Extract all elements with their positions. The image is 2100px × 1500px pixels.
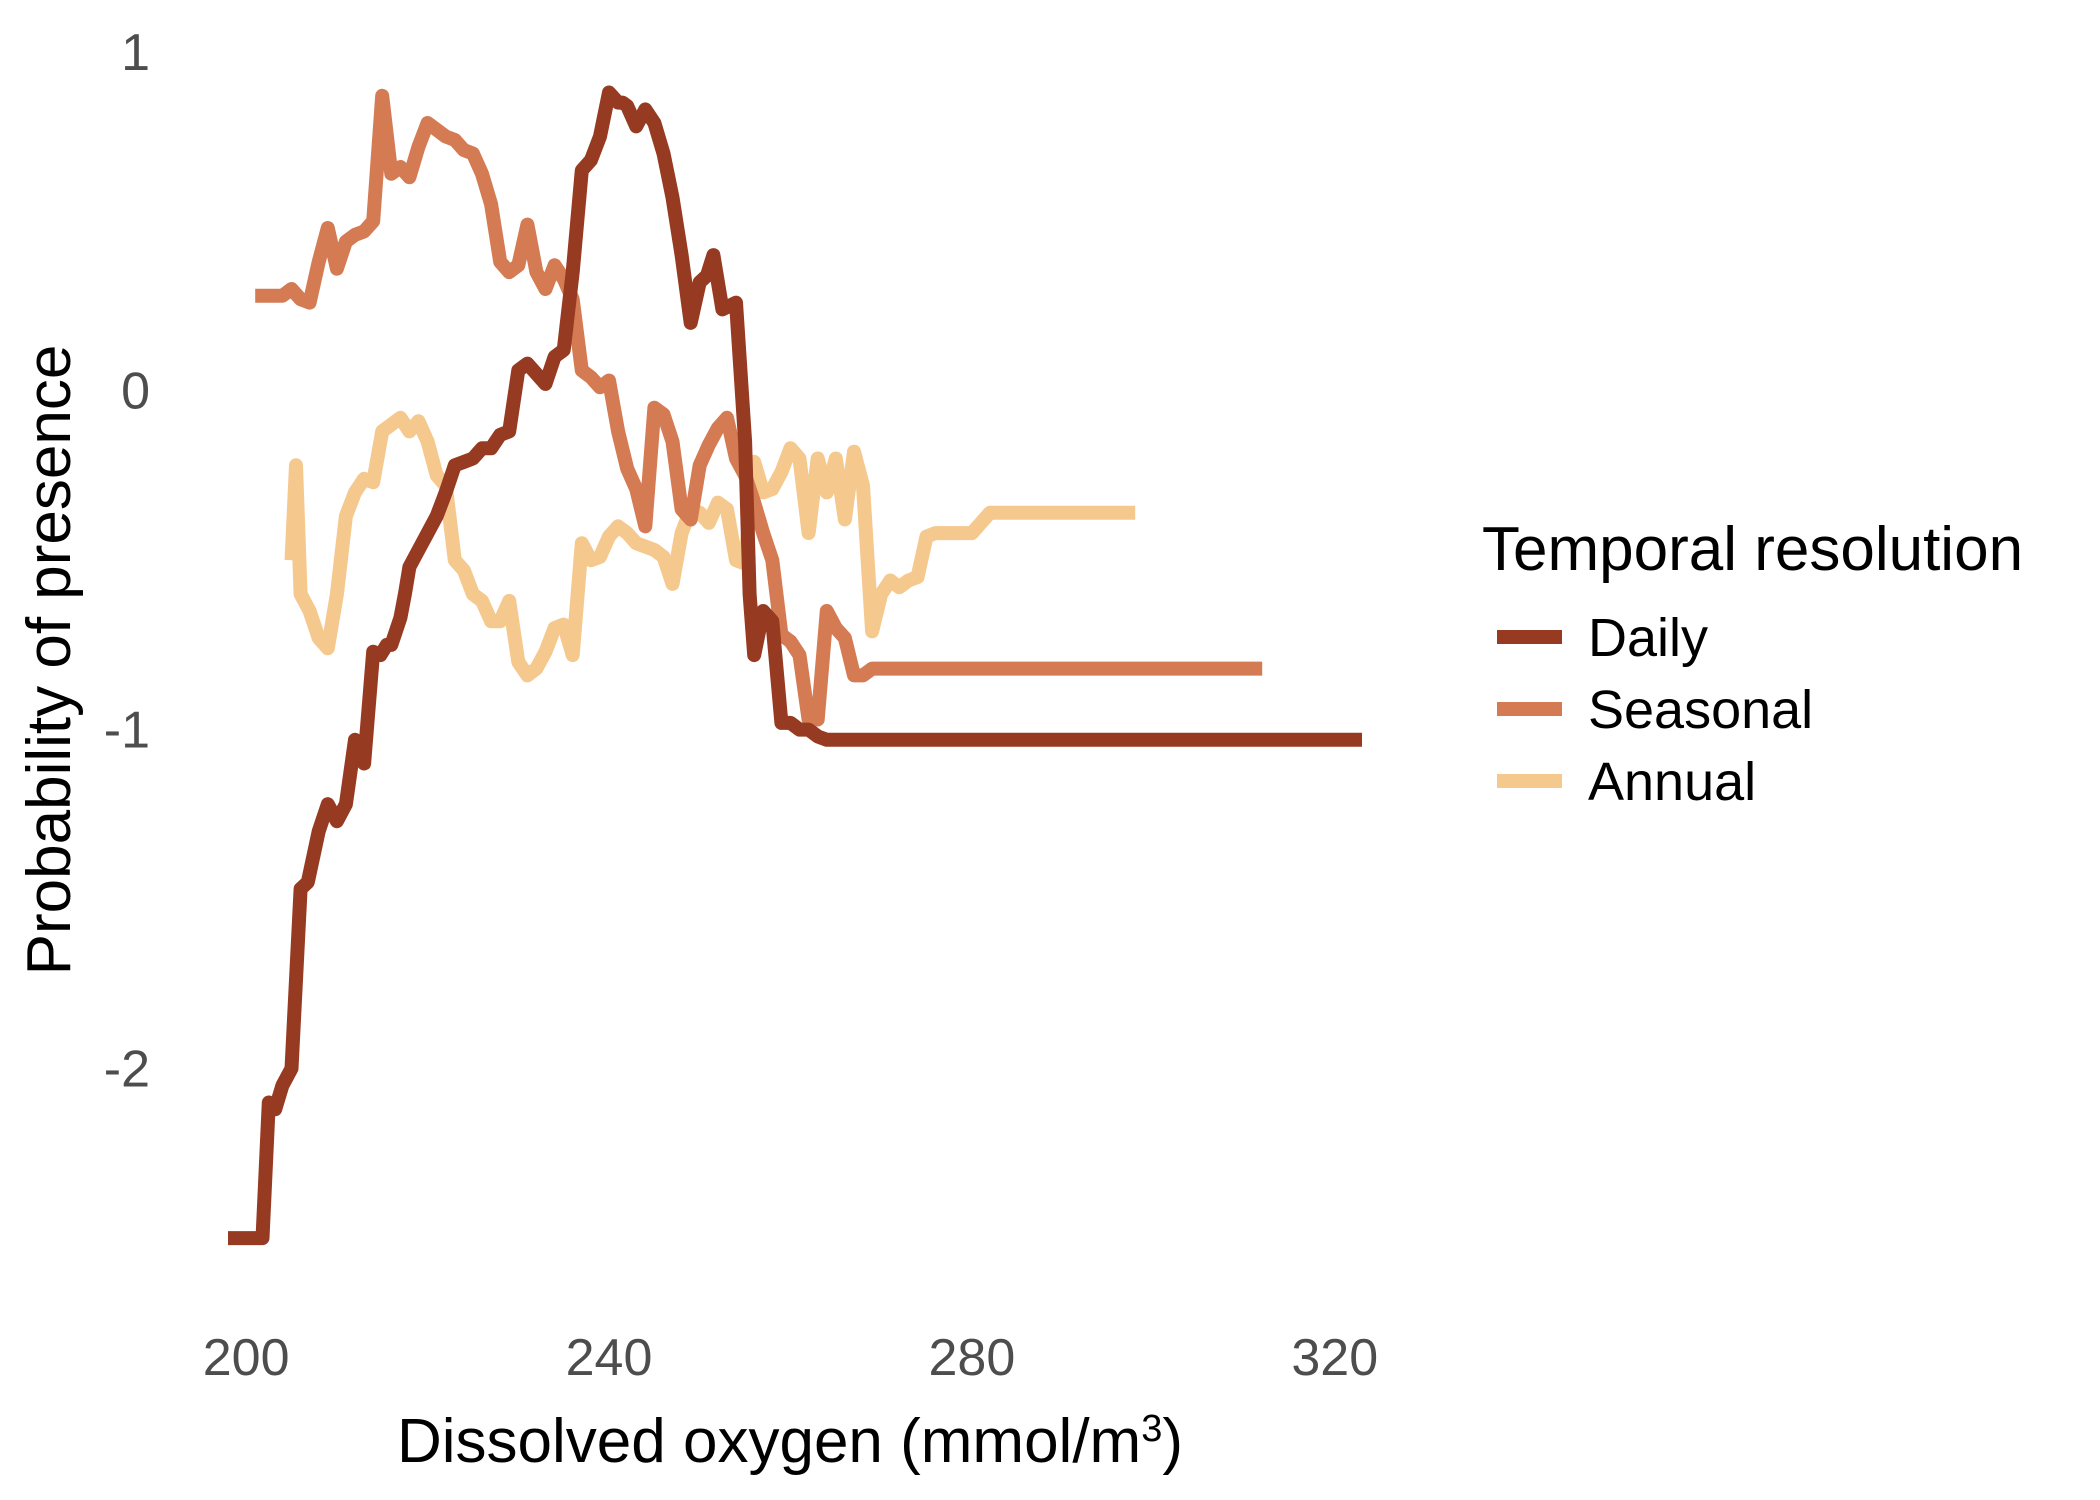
- series-line-seasonal: [255, 88, 1263, 727]
- legend-items: Daily Seasonal Annual: [1497, 608, 1813, 812]
- x-axis-title: Dissolved oxygen (mmol/m3): [397, 1407, 1183, 1476]
- legend: Temporal resolution Daily Seasonal Annual: [1482, 515, 2023, 812]
- y-tick-label: 1: [121, 24, 150, 82]
- y-axis-title: Probability of presence: [15, 345, 84, 976]
- legend-title: Temporal resolution: [1482, 515, 2023, 584]
- x-tick-label: 280: [929, 1329, 1016, 1387]
- y-tick-label: -1: [104, 702, 150, 760]
- y-axis: 1 0 -1 -2: [104, 24, 150, 1099]
- y-tick-label: 0: [121, 363, 150, 421]
- x-axis-title-suffix: ): [1162, 1407, 1183, 1476]
- x-axis: 200 240 280 320: [203, 1329, 1378, 1387]
- legend-label-annual: Annual: [1588, 752, 1756, 812]
- x-axis-title-superscript: 3: [1141, 1408, 1162, 1450]
- plot-area: [228, 85, 1362, 1246]
- x-tick-label: 200: [203, 1329, 290, 1387]
- x-tick-label: 240: [566, 1329, 653, 1387]
- series-line-daily: [228, 85, 1362, 1246]
- legend-label-daily: Daily: [1588, 608, 1708, 668]
- x-tick-label: 320: [1291, 1329, 1378, 1387]
- legend-label-seasonal: Seasonal: [1588, 680, 1813, 740]
- series-line-annual: [284, 410, 1136, 683]
- y-tick-label: -2: [104, 1041, 150, 1099]
- x-axis-title-main: Dissolved oxygen (mmol/m: [397, 1407, 1141, 1476]
